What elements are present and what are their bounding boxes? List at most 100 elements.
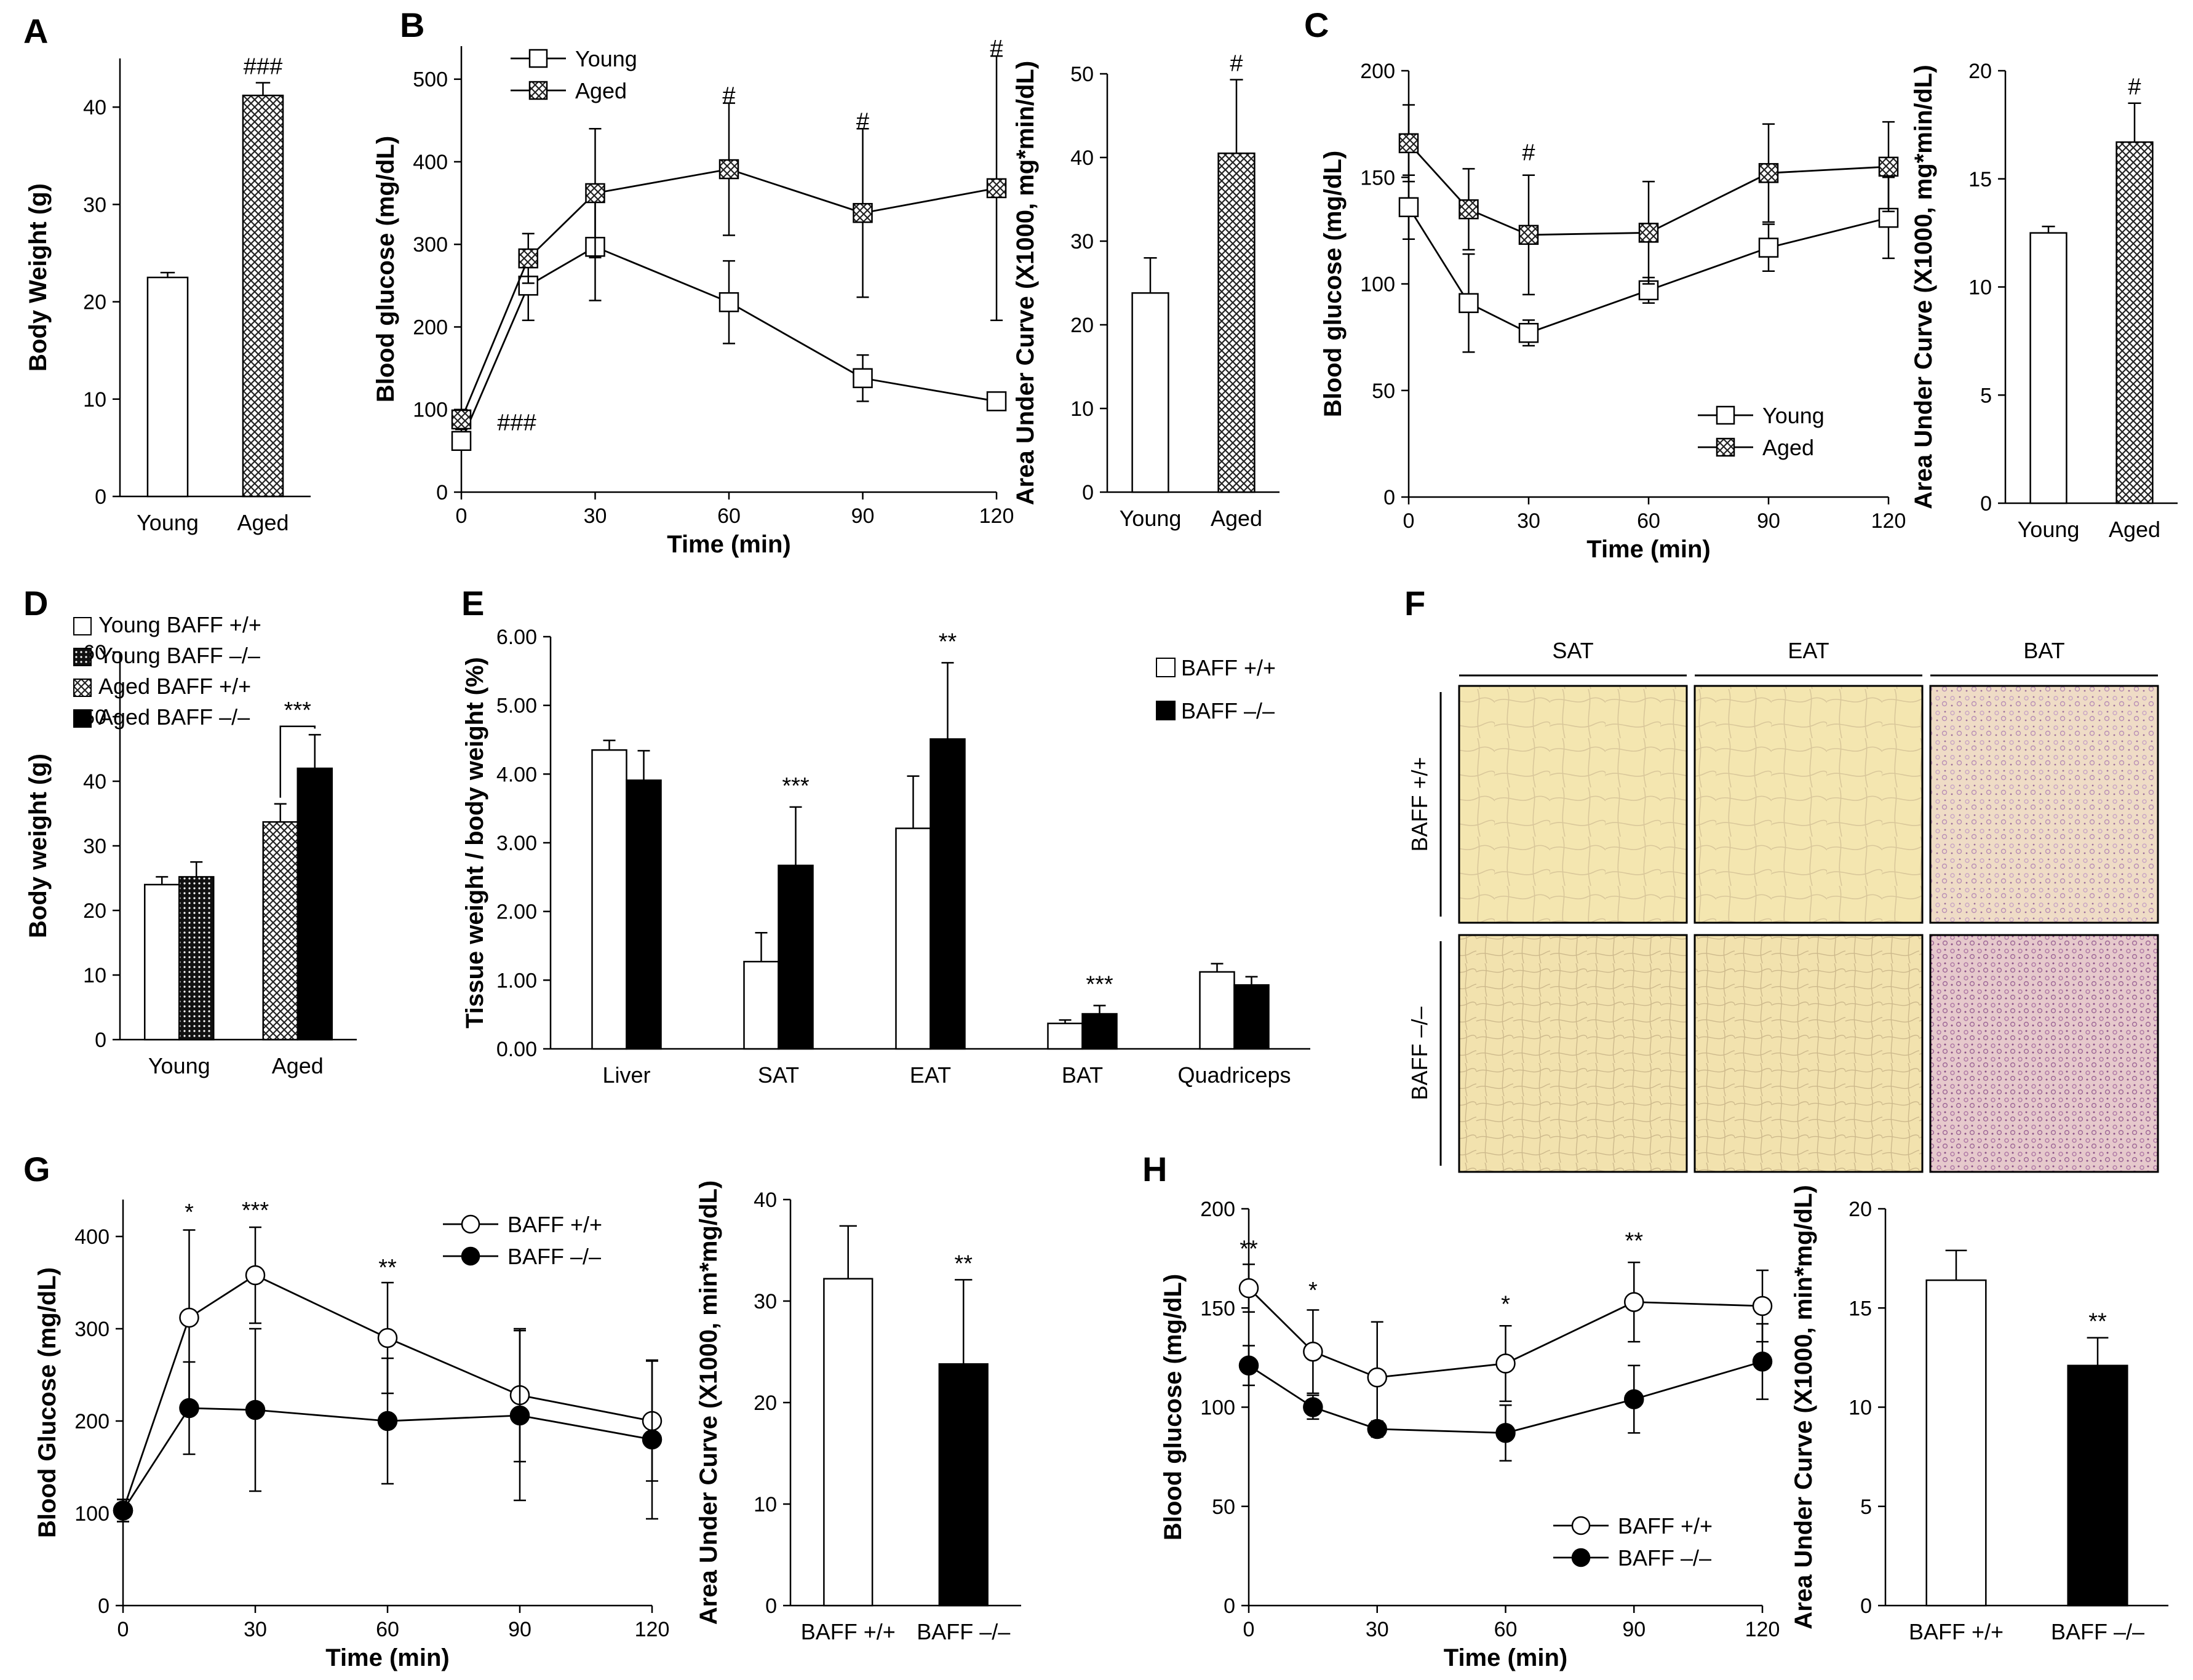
legend-swatch <box>73 648 92 666</box>
x-category-label: BAT <box>1062 1062 1103 1088</box>
histology-image-BAT-0 <box>1929 685 2159 924</box>
marker-square <box>1716 405 1735 425</box>
series-line <box>460 168 997 420</box>
y-tick-label: 2.00 <box>496 901 537 924</box>
marker-square <box>1878 156 1899 177</box>
y-tick-label: 20 <box>754 1391 777 1415</box>
x-category-label: Quadriceps <box>1177 1062 1291 1088</box>
bar-BAFF –/– <box>938 1363 989 1607</box>
y-tick-label: 20 <box>1070 314 1094 337</box>
panel-letter-G: G <box>23 1150 50 1188</box>
y-axis-title: Blood glucose (mg/dL) <box>372 136 399 402</box>
x-tick-label: 30 <box>584 504 607 528</box>
series-line <box>122 1407 653 1511</box>
panel-letter-F: F <box>1404 584 1425 623</box>
axes-C_line: 0 50 100 150 200 Blood glucose (mg/dL) C 0 30 60 9… <box>1304 6 1906 563</box>
y-tick-label: 40 <box>1070 146 1094 170</box>
panel-letter-B: B <box>400 6 424 44</box>
y-axis-title: Area Under Curve (X1000, min*mg/dL) <box>695 1180 722 1625</box>
x-category-label: Aged <box>2109 517 2160 542</box>
significance-label: # <box>722 83 735 109</box>
legend-swatch <box>73 617 92 635</box>
marker-square <box>718 292 739 313</box>
significance-label: # <box>1522 140 1535 166</box>
series-Aged <box>1398 104 1899 296</box>
marker-circle <box>179 1398 199 1419</box>
marker-square <box>585 183 605 204</box>
y-tick-label: 100 <box>413 399 448 422</box>
y-axis-title: Area Under Curve (X1000, min*mg/dL) <box>1790 1185 1817 1629</box>
legend-label: Young <box>575 46 637 71</box>
significance-label: *** <box>284 698 312 723</box>
legend-swatch <box>1156 658 1176 677</box>
significance-label: * <box>185 1200 194 1225</box>
marker-circle <box>461 1246 480 1266</box>
marker-square <box>1398 197 1419 218</box>
series-line <box>122 1274 653 1511</box>
marker-circle <box>1303 1341 1323 1362</box>
y-tick-label: 0 <box>98 1594 109 1618</box>
series-BAFF –/– <box>1238 1323 1773 1462</box>
x-tick-label: 90 <box>1757 509 1780 533</box>
marker-square <box>451 409 472 430</box>
x-tick-label: 30 <box>1517 509 1540 533</box>
x-tick-label: 30 <box>244 1618 267 1641</box>
significance-label: ** <box>939 629 957 655</box>
significance-label: *** <box>782 773 810 799</box>
y-tick-label: 15 <box>1968 168 1992 191</box>
marker-circle <box>1571 1516 1591 1535</box>
y-tick-label: 30 <box>1070 230 1094 253</box>
y-axis-title: Area Under Curve (X1000, mg*min/dL) <box>1012 61 1039 505</box>
bar-BAFF +/+ <box>1047 1022 1083 1050</box>
y-tick-label: 30 <box>754 1290 777 1313</box>
bar-BAFF –/– <box>626 779 662 1050</box>
y-tick-label: 400 <box>413 151 448 174</box>
marker-square <box>1459 293 1479 313</box>
significance-label: # <box>856 108 869 134</box>
y-tick-label: 40 <box>83 96 106 119</box>
x-tick-label: 120 <box>1745 1618 1780 1641</box>
y-tick-label: 0 <box>1383 486 1395 509</box>
bar-Aged <box>2115 141 2154 504</box>
marker-circle <box>1495 1423 1516 1443</box>
marker-square <box>986 391 1007 412</box>
bar-BAFF +/+ <box>1199 971 1235 1050</box>
marker-square <box>528 49 548 68</box>
bar-Young <box>1131 292 1169 493</box>
y-tick-label: 20 <box>1968 60 1992 83</box>
row-label: BAFF +/+ <box>1407 757 1432 851</box>
bar-BAFF +/+ <box>895 827 931 1050</box>
y-tick-label: 40 <box>754 1188 777 1212</box>
legend-label: Aged <box>575 78 627 103</box>
marker-square <box>1459 199 1479 220</box>
bar-BAFF –/– <box>778 864 814 1050</box>
x-category-label: Aged <box>237 510 289 535</box>
x-category-label: Aged <box>1211 506 1262 531</box>
row-label: BAFF –/– <box>1407 1006 1432 1100</box>
x-axis-title: Time (min) <box>667 531 791 558</box>
legend-label: BAFF +/+ <box>1181 655 1276 680</box>
panel-letter-C: C <box>1304 6 1329 44</box>
legend-swatch <box>73 679 92 697</box>
x-category-label: Young <box>137 510 199 535</box>
y-axis-title: Blood glucose (mg/dL) <box>1160 1274 1187 1540</box>
marker-circle <box>1624 1292 1644 1312</box>
axes-H_line: 0 50 100 150 200 Blood glucose (mg/dL) H 0 30 60 9… <box>1142 1150 1780 1671</box>
legend-label: BAFF –/– <box>1618 1545 1711 1571</box>
x-tick-label: 30 <box>1366 1618 1389 1641</box>
y-tick-label: 0 <box>436 481 448 504</box>
y-tick-label: 200 <box>1360 60 1395 83</box>
marker-circle <box>377 1328 398 1348</box>
marker-circle <box>1367 1367 1387 1388</box>
y-tick-label: 40 <box>83 770 106 794</box>
series-line <box>1407 207 1889 334</box>
marker-circle <box>509 1405 530 1426</box>
x-tick-label: 120 <box>635 1618 670 1641</box>
marker-circle <box>642 1429 663 1450</box>
bar-BAFF –/– <box>1233 984 1270 1050</box>
y-tick-label: 400 <box>74 1225 109 1249</box>
marker-circle <box>1571 1548 1591 1567</box>
series-BAFF +/+ <box>1238 1261 1773 1434</box>
axes-E: 0.00 1.00 2.00 3.00 4.00 5.00 6.00 Tissue weigh… <box>461 584 1310 1088</box>
